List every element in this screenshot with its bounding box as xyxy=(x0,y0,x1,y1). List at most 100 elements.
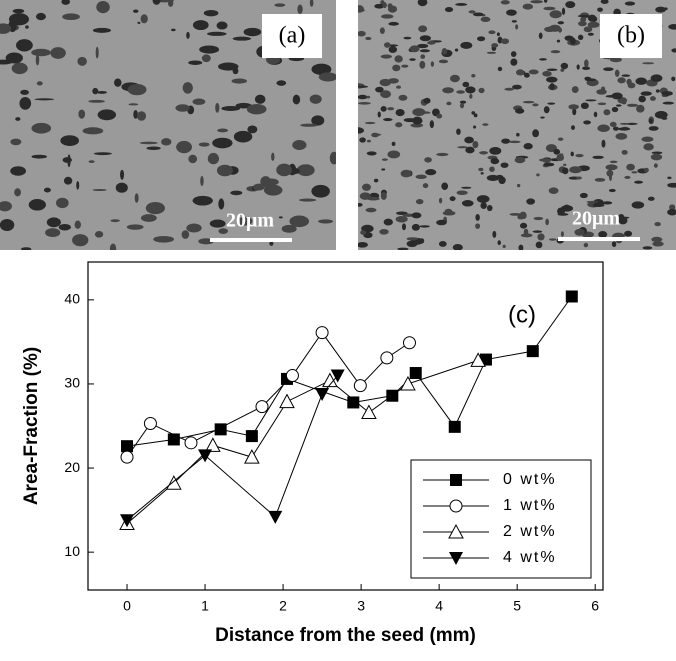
precipitate xyxy=(391,141,396,146)
precipitate xyxy=(471,74,476,78)
precipitate xyxy=(395,215,408,223)
precipitate xyxy=(621,149,628,155)
precipitate xyxy=(438,59,449,64)
precipitate xyxy=(436,219,447,226)
precipitate xyxy=(621,74,631,77)
marker xyxy=(205,437,221,452)
precipitate xyxy=(661,91,673,96)
precipitate xyxy=(510,58,518,66)
precipitate xyxy=(0,23,12,34)
precipitate xyxy=(374,3,385,9)
precipitate xyxy=(497,240,501,246)
precipitate xyxy=(380,105,387,112)
marker xyxy=(402,336,416,350)
precipitate xyxy=(198,142,210,147)
precipitate xyxy=(358,102,371,105)
y-tick-label: 20 xyxy=(64,459,80,475)
precipitate xyxy=(472,12,484,17)
precipitate xyxy=(583,120,591,125)
precipitate xyxy=(479,151,488,155)
precipitate xyxy=(492,230,497,238)
precipitate xyxy=(358,94,368,100)
precipitate xyxy=(392,64,401,72)
precipitate xyxy=(497,66,503,72)
precipitate xyxy=(10,138,22,146)
precipitate xyxy=(218,228,229,234)
precipitate xyxy=(145,202,165,215)
series-line xyxy=(126,296,573,447)
precipitate xyxy=(477,36,486,42)
precipitate xyxy=(569,166,582,174)
precipitate xyxy=(617,127,631,131)
precipitate xyxy=(669,204,676,211)
precipitate xyxy=(88,99,105,103)
precipitate xyxy=(0,201,12,212)
precipitate xyxy=(383,218,393,226)
precipitate xyxy=(5,52,23,64)
precipitate xyxy=(421,111,431,114)
precipitate xyxy=(469,93,473,99)
precipitate xyxy=(76,180,80,190)
precipitate xyxy=(387,5,398,13)
precipitate xyxy=(641,136,654,142)
precipitate xyxy=(571,125,575,130)
marker xyxy=(255,400,269,414)
precipitate xyxy=(473,125,477,129)
precipitate xyxy=(45,228,61,238)
precipitate xyxy=(635,77,647,85)
precipitate xyxy=(671,48,676,53)
precipitate xyxy=(92,27,112,33)
precipitate xyxy=(468,10,476,14)
precipitate xyxy=(96,0,110,14)
precipitate xyxy=(253,183,265,191)
precipitate xyxy=(615,133,628,140)
precipitate xyxy=(394,55,403,63)
marker xyxy=(198,449,213,463)
precipitate xyxy=(420,54,426,59)
scale-bar xyxy=(210,238,292,242)
series-line xyxy=(126,375,339,521)
precipitate xyxy=(152,0,161,5)
marker xyxy=(315,326,329,340)
precipitate xyxy=(585,99,597,102)
precipitate xyxy=(649,96,656,101)
precipitate xyxy=(624,1,636,6)
precipitate xyxy=(650,153,663,161)
precipitate xyxy=(464,136,474,144)
precipitate xyxy=(543,6,556,11)
legend-label: 1 wt% xyxy=(503,497,557,514)
precipitate xyxy=(373,178,379,183)
precipitate xyxy=(593,111,598,118)
precipitate xyxy=(424,157,432,163)
precipitate xyxy=(230,190,243,196)
precipitate xyxy=(537,233,545,241)
precipitate xyxy=(377,111,381,118)
precipitate xyxy=(642,246,653,250)
precipitate xyxy=(667,182,676,188)
precipitate xyxy=(188,154,198,164)
precipitate xyxy=(60,135,79,147)
precipitate xyxy=(636,104,645,113)
precipitate xyxy=(379,27,385,34)
precipitate xyxy=(542,70,552,77)
precipitate xyxy=(454,48,459,52)
precipitate xyxy=(50,47,66,59)
precipitate xyxy=(600,0,609,4)
precipitate xyxy=(441,182,449,190)
precipitate xyxy=(358,5,364,13)
precipitate xyxy=(543,106,550,114)
precipitate xyxy=(56,197,69,209)
precipitate xyxy=(271,152,275,161)
precipitate xyxy=(366,95,371,99)
precipitate xyxy=(15,117,21,121)
precipitate xyxy=(654,111,668,119)
precipitate xyxy=(161,138,172,146)
precipitate xyxy=(671,76,676,82)
precipitate xyxy=(387,150,401,159)
precipitate xyxy=(626,163,635,171)
precipitate xyxy=(647,196,655,201)
precipitate xyxy=(264,178,279,186)
marker xyxy=(279,393,295,409)
precipitate xyxy=(592,155,604,159)
precipitate xyxy=(364,121,376,125)
